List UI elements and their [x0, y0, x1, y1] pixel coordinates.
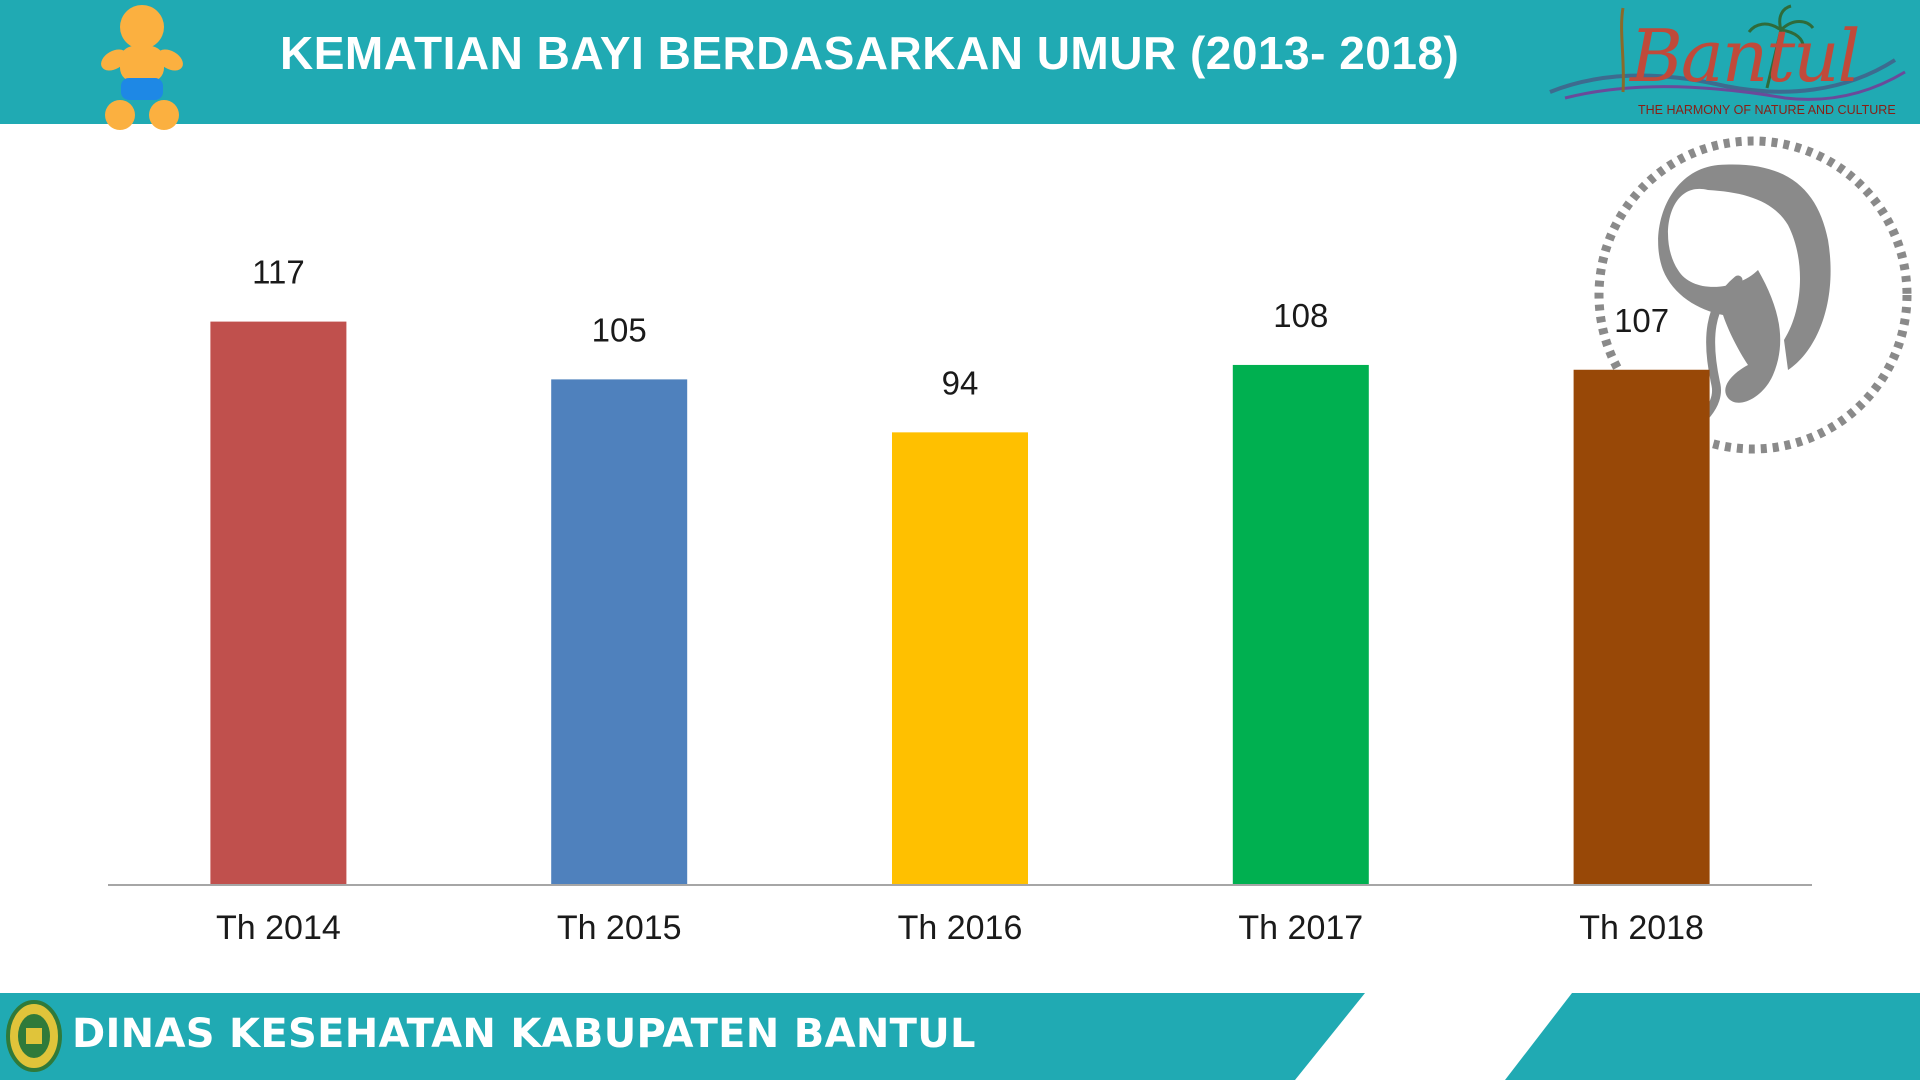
x-tick-label-2: Th 2016	[898, 909, 1023, 947]
page-title: KEMATIAN BAYI BERDASARKAN UMUR (2013- 20…	[280, 27, 1460, 79]
x-tick-labels: Th 2014 Th 2015 Th 2016 Th 2017 Th 2018	[216, 909, 1704, 947]
baby-icon	[101, 5, 183, 130]
footer-decoration	[1295, 993, 1572, 1080]
brand-name: Bantul	[1630, 14, 1861, 98]
footer-bar	[0, 993, 1920, 1080]
bar-1	[551, 379, 688, 885]
data-label-3: 108	[1273, 297, 1328, 334]
brand-logo: Bantul THE HARMONY OF NATURE AND CULTURE	[1545, 0, 1920, 124]
data-label-1: 105	[592, 311, 647, 348]
bar-0	[210, 321, 347, 886]
data-label-0: 117	[252, 254, 305, 291]
x-tick-label-4: Th 2018	[1579, 909, 1704, 947]
x-tick-label-0: Th 2014	[216, 909, 341, 947]
data-label-2: 94	[942, 364, 979, 401]
labels-layer: 117 105 94 108 107	[252, 254, 1669, 402]
bars-layer	[210, 321, 1710, 886]
bantul-emblem-icon	[6, 1000, 62, 1072]
brand-tagline: THE HARMONY OF NATURE AND CULTURE	[1638, 103, 1896, 117]
data-label-4: 107	[1614, 302, 1669, 339]
palm-tree-icon	[1549, 4, 1906, 101]
footer-title: DINAS KESEHATAN KABUPATEN BANTUL	[72, 1011, 976, 1057]
bar-4	[1573, 369, 1710, 885]
bar-3	[1232, 364, 1369, 885]
bar-2	[892, 432, 1028, 885]
x-tick-label-3: Th 2017	[1238, 909, 1363, 947]
x-tick-label-1: Th 2015	[557, 909, 682, 947]
header-bar	[0, 0, 1920, 124]
